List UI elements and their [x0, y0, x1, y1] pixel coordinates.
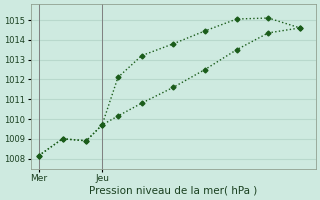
- X-axis label: Pression niveau de la mer( hPa ): Pression niveau de la mer( hPa ): [89, 186, 258, 196]
